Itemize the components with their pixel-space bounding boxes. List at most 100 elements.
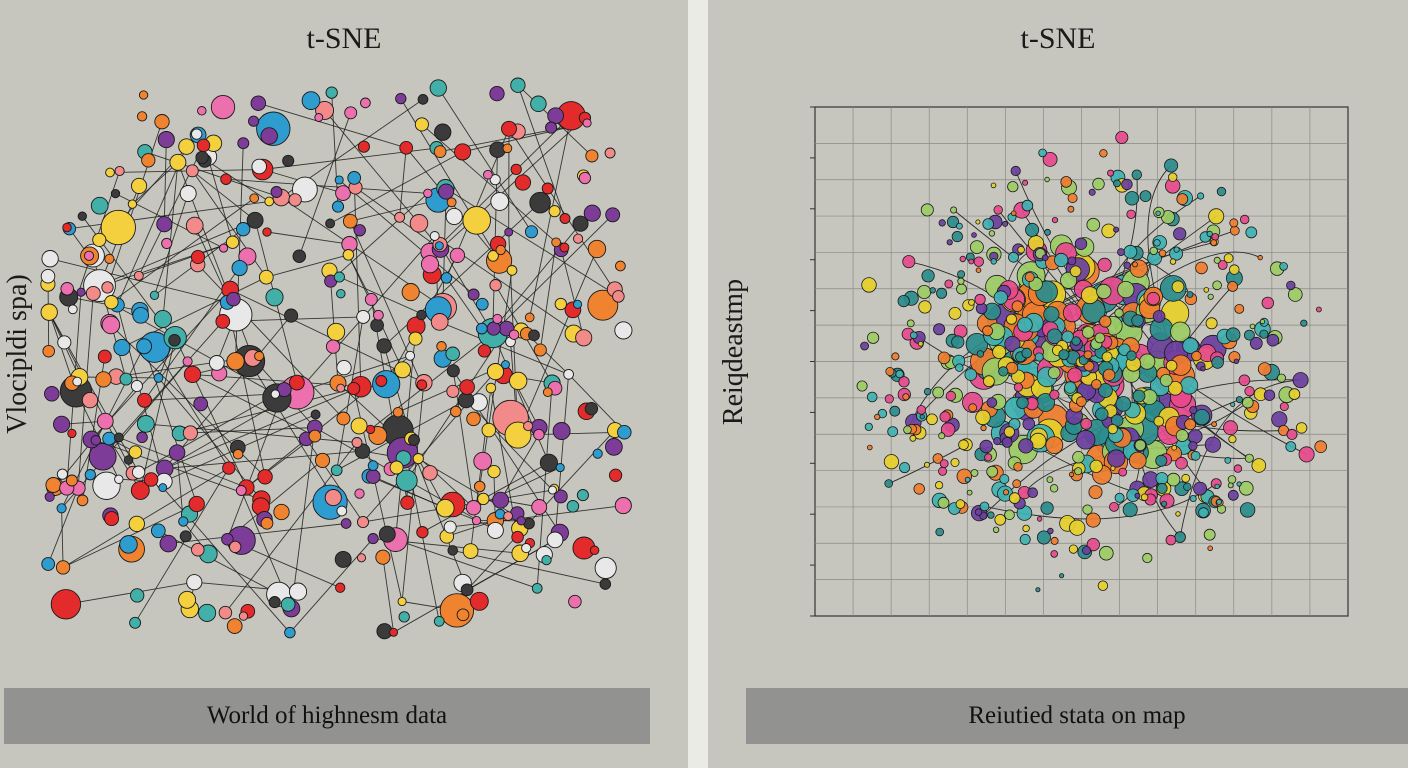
data-point [993,437,1002,446]
data-point [867,444,873,451]
data-point [1113,179,1121,188]
data-point [429,79,447,97]
data-point [856,380,868,392]
data-point [331,200,345,213]
data-point [350,417,368,435]
data-point [136,338,153,355]
data-point [1099,149,1108,158]
data-point [248,115,260,127]
data-point [231,259,248,277]
data-point [156,216,173,233]
data-point [449,247,466,264]
data-point [301,91,321,110]
data-point [937,496,950,509]
data-point [1097,580,1109,591]
edge [258,102,407,149]
data-point [529,191,551,214]
data-point [123,455,134,465]
data-point [1183,482,1192,491]
data-point [1227,280,1238,292]
data-point [1088,188,1096,196]
data-point [1239,502,1256,518]
data-point [394,211,406,223]
data-point [1095,407,1109,421]
data-point [226,618,243,634]
data-point [310,409,321,420]
data-point [1189,406,1198,415]
data-point [462,206,491,235]
edge [529,115,572,318]
data-point [416,379,428,391]
data-point [1189,494,1197,502]
data-point [891,352,900,361]
data-point [1132,261,1138,268]
data-point [132,306,150,324]
right-caption-text: Reiutied stata on map [968,702,1186,729]
data-point [128,515,145,533]
data-point [1208,208,1225,225]
data-point [1069,265,1082,278]
data-point [143,472,159,487]
data-point [1155,454,1168,467]
edge [168,523,347,545]
data-point [555,463,565,473]
data-point [158,483,168,493]
data-point [920,203,934,217]
data-point [276,382,292,398]
data-point [970,469,979,477]
data-point [336,288,346,299]
data-point [1156,482,1168,494]
data-point [1200,366,1206,372]
data-point [982,218,995,230]
data-point [866,391,878,403]
data-point [524,312,535,323]
data-point [1005,313,1017,325]
data-point [347,171,362,185]
data-point [473,451,493,471]
data-point [1132,389,1146,403]
data-point [422,465,438,481]
data-point [246,211,264,229]
data-point [902,255,916,269]
connector-curve [888,444,967,484]
data-point [1018,438,1034,454]
data-point [516,516,526,526]
data-point [45,477,62,493]
left-caption-text: World of highnesm data [206,702,448,729]
data-point [356,309,371,324]
data-point [336,383,346,393]
data-point [1010,210,1017,217]
data-point [1054,252,1069,268]
data-point [955,363,964,372]
data-point [1225,327,1241,343]
right-chart-title: t-SNE [1020,22,1096,55]
data-point [1244,386,1255,397]
data-point [270,389,280,399]
data-point [1092,177,1105,191]
data-point [971,232,977,238]
data-point [218,605,233,620]
data-point [335,582,346,593]
data-point [405,350,416,361]
data-point [1171,444,1178,451]
data-point [280,597,296,612]
data-point [1129,259,1148,278]
data-point [262,227,272,237]
data-point [397,596,407,607]
data-point [1022,417,1036,431]
data-point [364,292,378,306]
data-point [450,405,462,418]
data-point [917,284,932,299]
data-point [342,249,355,261]
data-point [1003,426,1015,438]
data-point [83,250,95,261]
data-point [188,495,205,513]
data-point [903,425,912,435]
data-point [44,491,55,502]
data-point [503,511,513,521]
data-point [889,405,901,417]
data-point [1181,473,1191,483]
data-point [1128,451,1147,470]
data-point [373,309,384,321]
data-point [367,460,379,471]
